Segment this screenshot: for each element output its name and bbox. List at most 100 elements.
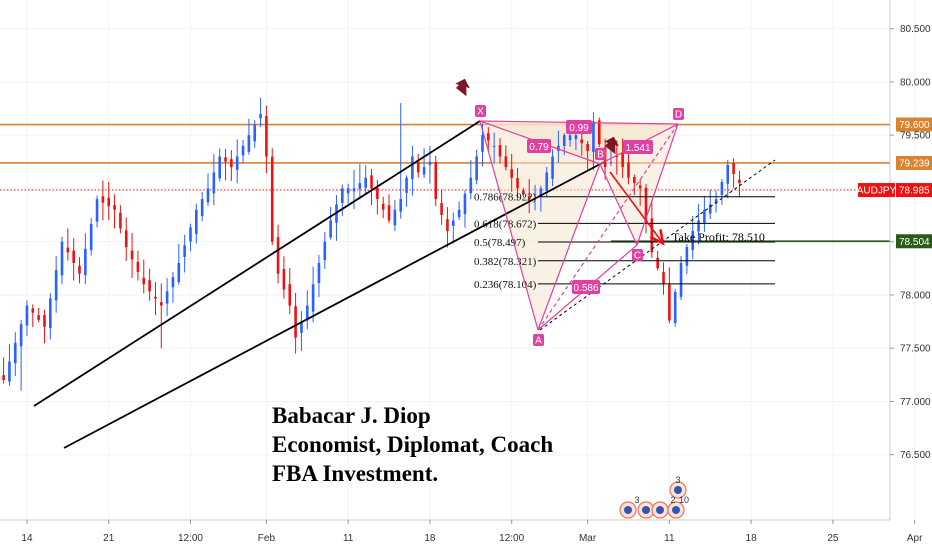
x-tick-label: 18 [746, 533, 758, 544]
x-tick-label: 11 [664, 533, 675, 544]
event-icon-core [656, 506, 664, 514]
x-tick-label: 14 [21, 533, 33, 544]
candle-body [364, 177, 367, 188]
fib-level-label: 0.618(78.672) [474, 218, 537, 230]
candle-body [89, 223, 93, 251]
candle-body [72, 250, 75, 263]
candle-body [510, 169, 513, 178]
candle-body [341, 188, 344, 204]
candle-body [13, 342, 17, 364]
candle-body [708, 204, 712, 214]
candle-body [522, 190, 525, 194]
candle-body [492, 145, 496, 147]
candle-body [662, 272, 665, 285]
candle-body [679, 262, 683, 297]
candle-body [212, 172, 216, 194]
candle-body [171, 277, 175, 288]
candle-body [685, 247, 689, 266]
candle-body [159, 302, 163, 306]
candle-body [697, 220, 700, 232]
candle-body [376, 187, 379, 200]
y-tick-label: 76.500 [900, 450, 931, 461]
x-tick-label: Mar [579, 533, 597, 544]
pattern-ratio-badge [566, 120, 592, 134]
candle-body [411, 156, 414, 179]
fib-level-label: 0.382(78.321) [474, 256, 537, 268]
pattern-point-badge [533, 334, 544, 346]
pattern-point-label-C: C [634, 251, 641, 262]
candle-body [154, 296, 157, 299]
candle-body [475, 156, 478, 181]
event-icon-core [674, 486, 682, 494]
candle-body [539, 188, 543, 196]
candle-body [19, 324, 23, 347]
fib-level-label: 0.236(78.104) [474, 279, 537, 291]
candle-body [200, 199, 204, 216]
candle-body [300, 321, 303, 333]
candle-body [422, 167, 426, 175]
pattern-ratio-badge [623, 140, 653, 154]
price-tag [896, 234, 932, 249]
candle-body [329, 220, 332, 238]
down-arrow-icon-shape [455, 78, 470, 97]
candle-body [113, 205, 116, 210]
price-tag-label: 79.600 [899, 120, 930, 131]
candle-body [533, 193, 537, 195]
candle-body [305, 305, 309, 321]
pattern-point-badge [475, 105, 486, 117]
candle-body [609, 161, 613, 163]
candle-body [78, 265, 81, 274]
candle-body [136, 261, 140, 272]
candle-body [282, 269, 286, 290]
candle-body [107, 197, 111, 207]
candle-body [183, 245, 186, 257]
pattern-point-badge [595, 148, 606, 160]
pattern-xbd-fill [480, 121, 678, 164]
candle-body [323, 241, 327, 261]
candle-body [668, 284, 671, 321]
candle-body [358, 183, 362, 189]
watermark: Babacar J. Diop Economist, Diplomat, Coa… [272, 403, 553, 486]
candle-body [405, 177, 408, 193]
candle-body [247, 135, 251, 152]
candle-body [381, 203, 385, 210]
candle-body [230, 159, 233, 168]
candle-body [732, 163, 735, 175]
candle-body [545, 172, 549, 192]
watermark-line-2: Economist, Diplomat, Coach [272, 432, 553, 457]
candle-body [469, 177, 473, 194]
candle-body [457, 209, 461, 218]
candle-body [498, 145, 502, 157]
candle-body [440, 203, 443, 216]
candle-body [218, 156, 221, 179]
y-tick-label: 80.000 [900, 77, 931, 88]
candle-body [615, 156, 619, 158]
pattern-ratio-label: 0.79 [529, 142, 549, 153]
candle-body [627, 162, 630, 178]
candle-body [148, 280, 151, 292]
pattern-ratio-label: 0.586 [573, 283, 598, 294]
fib-level-label: 0.5(78.497) [474, 237, 526, 249]
candle-body [8, 361, 11, 382]
candle-body [370, 175, 373, 189]
pattern-point-badge [673, 108, 684, 120]
candle-body [387, 205, 391, 221]
candle-body [551, 156, 554, 179]
candle-body [393, 209, 397, 226]
candle-body [84, 248, 87, 276]
candle-body [726, 164, 730, 184]
pattern-ratio-badge [527, 139, 551, 153]
candle-body [124, 230, 128, 248]
candle-body [580, 139, 584, 144]
pattern-ratio-badge [572, 280, 600, 294]
candle-body [691, 231, 695, 251]
x-tick-label: 18 [424, 533, 436, 544]
down-arrow-icon [455, 78, 470, 97]
candle-body [463, 193, 467, 215]
price-tag-label: 78.985 [899, 186, 930, 197]
harmonic-pattern: X A B C D 0.99 0.79 1.541 0.586 [475, 105, 684, 347]
candle-body [241, 145, 245, 156]
candle-body [586, 143, 589, 152]
